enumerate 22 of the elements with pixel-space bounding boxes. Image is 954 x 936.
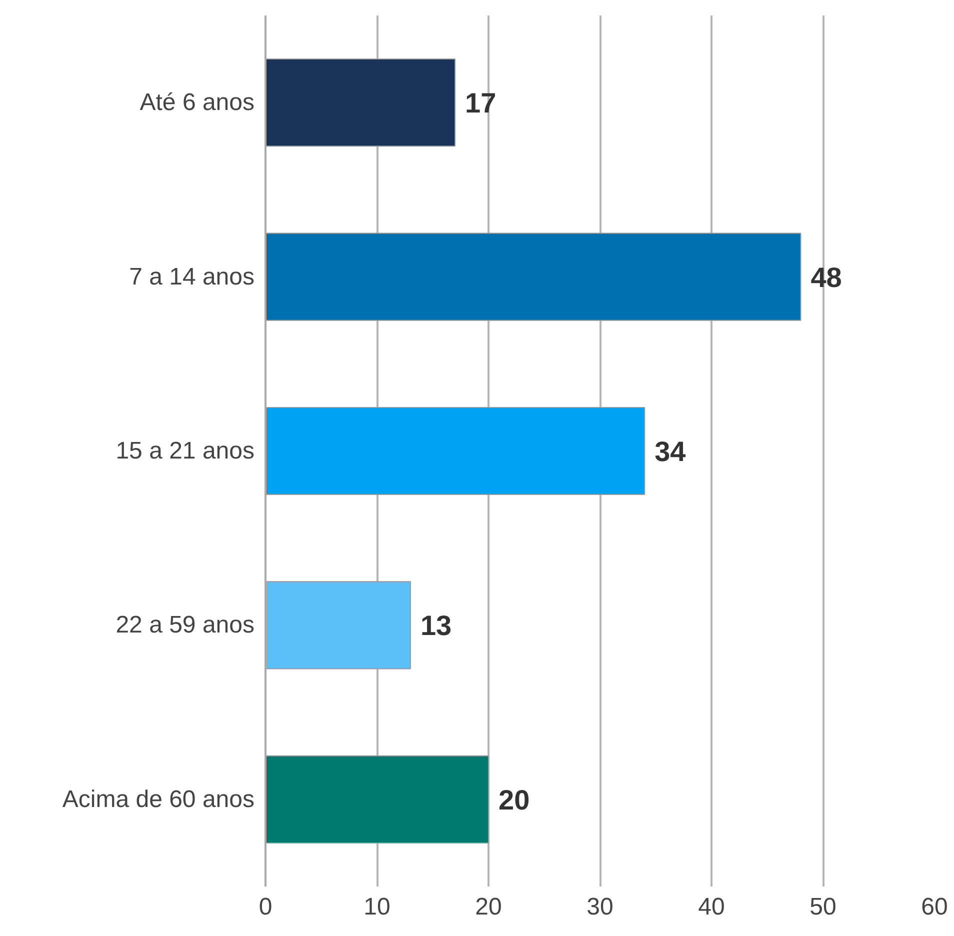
x-tick-label: 0 bbox=[258, 894, 272, 920]
bar bbox=[266, 58, 456, 147]
y-tick-label: Acima de 60 anos bbox=[62, 786, 255, 813]
x-tick-label: 20 bbox=[475, 894, 502, 920]
y-tick-label: 7 a 14 anos bbox=[129, 263, 254, 290]
data-label: 13 bbox=[420, 610, 452, 642]
y-tick-label: 15 a 21 anos bbox=[116, 438, 255, 464]
x-tick-label: 40 bbox=[698, 894, 725, 920]
bar bbox=[266, 755, 489, 844]
x-tick-label: 50 bbox=[810, 894, 836, 920]
y-tick-label: Até 6 anos bbox=[140, 89, 254, 116]
x-tick-label: 10 bbox=[364, 894, 390, 920]
data-label: 34 bbox=[654, 436, 686, 467]
bar bbox=[266, 232, 802, 321]
data-label: 17 bbox=[465, 88, 496, 119]
x-tick-label: 30 bbox=[586, 894, 614, 920]
x-tick-label: 60 bbox=[921, 894, 948, 920]
data-label: 20 bbox=[498, 784, 530, 816]
data-label: 48 bbox=[810, 262, 842, 293]
bar bbox=[266, 581, 411, 670]
bar bbox=[266, 406, 646, 496]
y-tick-label: 22 a 59 anos bbox=[116, 612, 255, 639]
